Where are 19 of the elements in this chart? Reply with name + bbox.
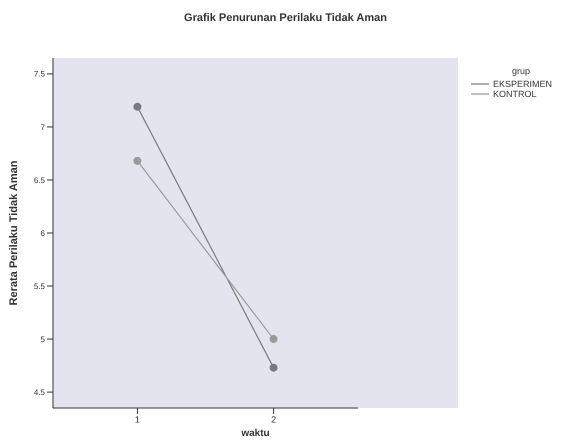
y-tick-label: 7.5 — [34, 70, 46, 79]
y-tick-label: 5 — [40, 334, 46, 344]
point — [133, 102, 142, 111]
y-tick-label: 4.5 — [34, 388, 46, 397]
y-tick-label: 5.5 — [34, 282, 46, 291]
point — [270, 335, 278, 344]
point — [133, 156, 142, 165]
point — [270, 364, 278, 372]
y-tick-label: 6.5 — [34, 176, 46, 185]
legend-label: KONTROL — [493, 89, 537, 99]
legend-label: EKSPERIMEN — [493, 79, 552, 89]
x-tick-label: 1 — [134, 414, 140, 424]
y-tick-label: 7 — [40, 122, 46, 132]
chart-title: Grafik Penurunan Perilaku Tidak Aman — [183, 12, 388, 24]
legend-title: grup — [510, 66, 531, 76]
y-tick-label: 6 — [40, 228, 46, 238]
x-axis-title: waktu — [240, 428, 271, 439]
y-axis-title: Rerata Perilaku Tidak Aman — [8, 160, 20, 306]
x-tick-label: 2 — [271, 414, 276, 424]
